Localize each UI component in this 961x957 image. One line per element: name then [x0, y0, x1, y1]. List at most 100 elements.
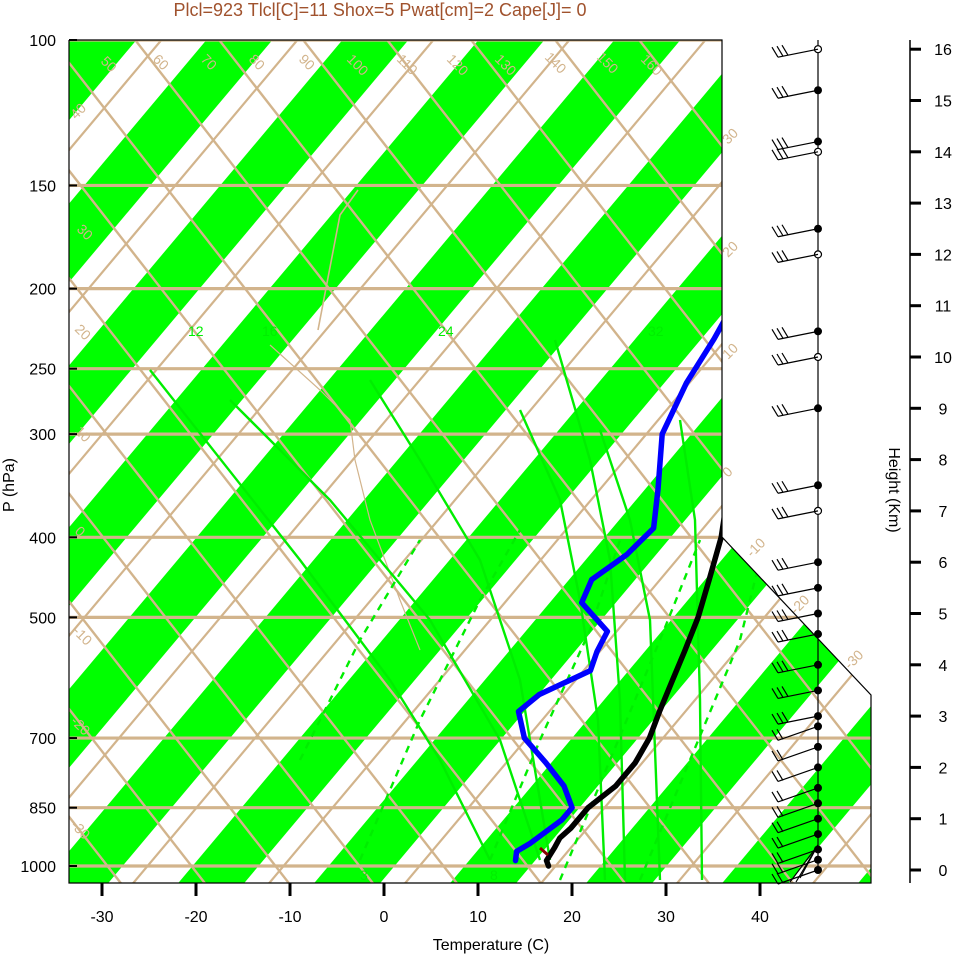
- wind-barb-feather: [781, 85, 789, 97]
- wind-barb: [777, 818, 819, 834]
- wind-barb-feather: [771, 585, 779, 597]
- wind-barb-feather: [771, 873, 779, 885]
- isotherm-line: [69, 40, 740, 883]
- pressure-tick-label: 850: [29, 801, 56, 818]
- wind-barb-feather: [776, 836, 784, 848]
- wind-barb-feather: [781, 44, 789, 56]
- wind-barb: [789, 844, 819, 883]
- isotherm-line: [69, 40, 468, 883]
- wind-barb: [777, 725, 819, 741]
- wind-barb-feather: [776, 138, 784, 149]
- wind-barb-feather: [776, 661, 784, 673]
- height-tick-label: 8: [939, 453, 948, 470]
- wind-barb-feather: [771, 791, 779, 803]
- wind-barb-feather: [776, 872, 784, 884]
- wind-barb-feather: [781, 480, 789, 492]
- wind-barb: [777, 510, 819, 520]
- dry-adiabat-line: [69, 40, 387, 883]
- isotherm-line: [254, 40, 871, 883]
- wind-barb-feather: [776, 770, 784, 781]
- pressure-tick-label: 400: [29, 530, 56, 547]
- isotherm-edge-label: -10: [70, 623, 96, 649]
- x-tick-label: 20: [563, 909, 581, 926]
- x-tick-label: -20: [184, 909, 207, 926]
- isotherm-band: [69, 40, 850, 883]
- height-tick-label: 11: [935, 299, 952, 316]
- height-tick-label: 1: [939, 812, 948, 829]
- x-tick-label: 0: [380, 909, 389, 926]
- wind-barb: [799, 844, 819, 879]
- plot-border: [68, 39, 872, 884]
- wind-barb-feather: [771, 837, 779, 849]
- wind-barb-feather: [771, 853, 779, 864]
- mixing-ratio-label: 8: [490, 867, 498, 883]
- moist-adiabat-label: -20: [787, 591, 813, 617]
- height-tick-label: 16: [934, 42, 952, 59]
- wind-barb-feather: [781, 557, 789, 569]
- wind-barb-feather: [771, 329, 779, 340]
- isotherm-band: [69, 40, 306, 883]
- wind-barb-feather: [781, 686, 789, 697]
- wind-barb: [777, 484, 819, 494]
- wind-barb-feather: [771, 688, 779, 699]
- mixing-ratio-label: 12: [188, 323, 204, 339]
- isotherm-line: [69, 40, 604, 883]
- wind-barb-feather: [776, 610, 784, 621]
- wind-barb-feather: [776, 729, 784, 740]
- parcel-guide-line: [269, 344, 421, 651]
- wind-barb-feather: [776, 806, 784, 817]
- mixing-ratio-line: [598, 429, 662, 881]
- height-tick-label: 4: [939, 658, 948, 675]
- height-tick-label: 13: [934, 196, 952, 213]
- height-tick-label: 9: [939, 401, 948, 418]
- wind-barb-feather: [771, 139, 779, 150]
- mixing-ratio-label: 32: [648, 323, 664, 339]
- dry-adiabat-line: [69, 40, 555, 883]
- height-tick-label: 14: [934, 145, 952, 162]
- wind-barb: [777, 330, 819, 340]
- isotherm-line: [118, 40, 871, 883]
- wind-barb-feather: [776, 45, 784, 57]
- wind-barb-feather: [781, 327, 789, 338]
- mixing-ratio-label: 3: [360, 867, 368, 883]
- wind-barb-feather: [771, 750, 779, 762]
- surface-hook: [539, 846, 549, 857]
- x-tick-label: 30: [657, 909, 675, 926]
- wind-barb-feather: [776, 225, 784, 237]
- isotherm-band: [300, 40, 871, 883]
- saturated-adiabat-line: [358, 529, 522, 861]
- dry-adiabat-line: [69, 40, 471, 883]
- wind-barb-feather: [776, 852, 784, 863]
- wind-barb-feather: [776, 353, 784, 365]
- wind-barb: [777, 140, 819, 151]
- dry-adiabat-line: [69, 40, 723, 883]
- pressure-tick-label: 1000: [20, 859, 56, 876]
- wind-barb-feather: [776, 481, 784, 493]
- x-tick-label: 10: [469, 909, 487, 926]
- wind-barb-feather: [771, 822, 779, 834]
- wind-barb-feather: [771, 226, 779, 238]
- wind-barb: [777, 715, 819, 725]
- wind-barb: [777, 859, 819, 875]
- isotherm-band: [69, 40, 442, 883]
- saturated-adiabat-line: [298, 539, 422, 761]
- mixing-ratio-line: [229, 399, 542, 861]
- wind-barb: [777, 89, 819, 99]
- wind-barb-feather: [771, 508, 779, 520]
- wind-barb-feather: [781, 403, 789, 415]
- wind-barb-feather: [776, 507, 784, 519]
- wind-barb: [777, 253, 819, 263]
- dry-adiabat-line: [69, 40, 219, 883]
- wind-barb-feather: [776, 821, 784, 833]
- wind-barb-feather: [771, 807, 779, 818]
- wind-barb: [777, 869, 819, 885]
- height-tick-label: 6: [939, 555, 948, 572]
- mixing-ratio-label: 24: [438, 323, 454, 339]
- wind-barb-feather: [776, 584, 784, 596]
- y-axis-title: P (hPa): [1, 458, 18, 512]
- wind-barb-feather: [771, 611, 779, 622]
- wind-barb-feather: [781, 137, 789, 148]
- dry-adiabat-line: [0, 0, 50, 900]
- wind-barb-feather: [776, 712, 784, 724]
- isotherm-line: [526, 40, 871, 883]
